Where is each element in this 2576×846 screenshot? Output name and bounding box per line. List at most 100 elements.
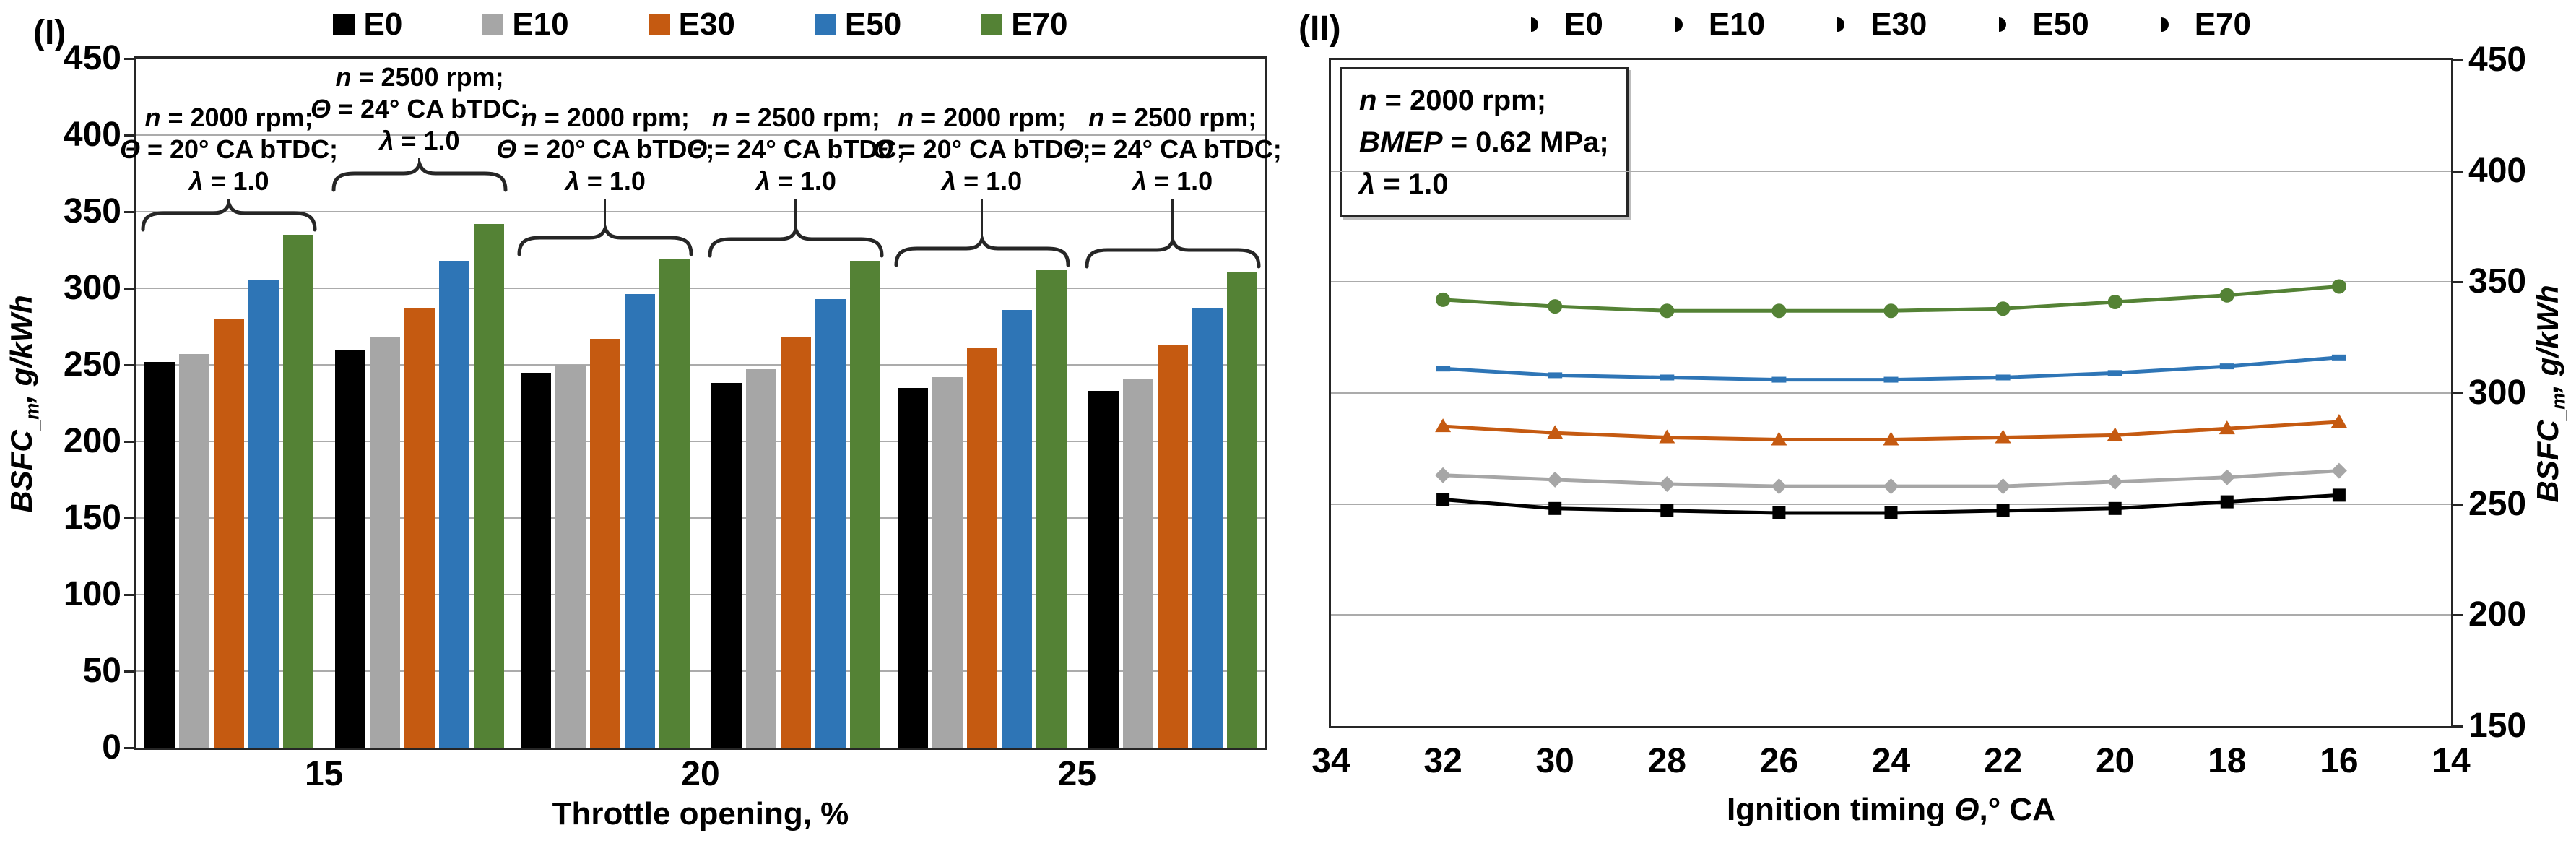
legend-label: E30 (1870, 7, 1927, 42)
panel-label-left: (I) (33, 14, 66, 52)
y-tick-label: 350 (63, 192, 121, 230)
y-title-var: BSFC (4, 430, 38, 513)
note-line: λ = 1.0 (1359, 168, 1449, 200)
legend-swatch-E70 (981, 14, 1003, 35)
group-brace (331, 158, 508, 192)
series-line-E50 (1442, 355, 2340, 382)
line-chart-plot-area: n = 2000 rpm; BMEP = 0.62 MPa; λ = 1.0 (1329, 58, 2453, 728)
#A6A6A6 (1675, 17, 1683, 32)
series-marker-E30 (1771, 431, 1787, 446)
annotation-line: Θ = 20° CA bTDC; (496, 134, 715, 164)
gridline (136, 134, 1265, 136)
legend-label: E50 (2032, 7, 2089, 42)
annotation-line: n = 2000 rpm; (521, 103, 690, 132)
series-marker-E30 (2219, 420, 2235, 435)
legend-marker-E70 (2161, 17, 2169, 32)
y-tick-mark (124, 134, 134, 137)
y-tick-mark (2453, 59, 2463, 61)
series-marker-E50 (1436, 366, 1451, 372)
legend-swatch-E50 (814, 14, 836, 35)
y-tick-label: 200 (63, 422, 121, 460)
bar-E10 (370, 337, 400, 748)
legend-label: E70 (2194, 7, 2251, 42)
series-marker-E10 (1883, 478, 1899, 495)
annotation-line: Θ = 24° CA bTDC; (310, 94, 529, 124)
series-marker-E50 (2107, 370, 2122, 376)
y-tick-mark (124, 670, 134, 673)
gridline (1331, 614, 2451, 616)
series-marker-E70 (1548, 299, 1563, 314)
bar-E70 (659, 259, 690, 748)
series-marker-E10 (1659, 476, 1675, 493)
legend-marker-E30 (1837, 17, 1845, 32)
series-marker-E10 (2219, 469, 2235, 485)
y-tick-mark (124, 58, 134, 60)
series-marker-E70 (1436, 292, 1451, 307)
legend-item-E10: E10 (482, 7, 569, 43)
y-tick-label: 100 (63, 575, 121, 613)
group-brace (894, 233, 1070, 267)
legend-swatch-E0 (333, 14, 355, 35)
y-tick-label: 350 (2468, 262, 2527, 301)
series-marker-E30 (2330, 413, 2347, 428)
annotation-line: n = 2500 rpm; (711, 103, 880, 132)
x-tick-label: 22 (1983, 742, 2023, 780)
annotation-stem (604, 199, 607, 227)
legend-marker-E50 (1999, 17, 2007, 32)
line-chart-y-title: BSFC_m, g/kWh (2531, 61, 2574, 727)
series-marker-E0 (1884, 506, 1898, 519)
bar-E30 (966, 348, 997, 748)
bar-E10 (746, 369, 777, 748)
series-marker-E70 (2107, 294, 2122, 309)
y-tick-mark (2453, 725, 2463, 728)
series-marker-E70 (2219, 288, 2234, 303)
series-marker-E70 (1995, 301, 2011, 316)
series-marker-E50 (1771, 376, 1787, 383)
bar-E50 (625, 294, 656, 748)
gridline (136, 594, 1265, 595)
y-tick-mark (2453, 281, 2463, 284)
series-marker-E30 (2107, 427, 2123, 441)
x-tick-label: 26 (1759, 742, 1799, 780)
gridline (1331, 503, 2451, 505)
annotation-line: n = 2500 rpm; (335, 62, 504, 92)
annotation-line: Θ = 24° CA bTDC; (687, 134, 906, 164)
series-marker-E0 (1660, 504, 1674, 517)
legend-label: E0 (363, 7, 403, 42)
condition-annotation: n = 2000 rpm; Θ = 20° CA bTDC; λ = 1.0 (454, 102, 757, 197)
bar-E10 (932, 376, 963, 748)
y-tick-mark (124, 288, 134, 290)
annotation-stem (1171, 199, 1174, 239)
gridline (136, 288, 1265, 289)
legend-swatch-E10 (482, 14, 504, 35)
x-tick-label: 18 (2208, 742, 2247, 780)
bar-E10 (1122, 379, 1153, 748)
line-chart-x-title: Ignition timing Θ,° CA (1329, 792, 2453, 828)
y-tick-label: 450 (2468, 40, 2527, 79)
y-tick-label: 450 (63, 39, 121, 77)
gridline (136, 364, 1265, 366)
annotation-line: n = 2500 rpm; (1088, 103, 1257, 132)
legend-line-chart: E0 E10 E30 E50 E70 (1329, 4, 2453, 45)
legend-marker-E10 (1675, 17, 1683, 32)
x-title-theta: Θ (1954, 792, 1979, 827)
annotation-line: Θ = 20° CA bTDC; (872, 134, 1091, 164)
series-marker-E0 (2332, 488, 2346, 502)
group-brace (141, 198, 317, 232)
series-marker-E50 (1548, 372, 1563, 379)
bar-E70 (283, 234, 313, 748)
x-category-label: 25 (1057, 755, 1097, 793)
bar-E0 (521, 372, 552, 748)
#000000 (1530, 17, 1538, 32)
legend-label: E0 (1564, 7, 1603, 42)
series-marker-E0 (2220, 495, 2234, 509)
y-tick-label: 150 (63, 498, 121, 537)
x-title-prefix: Ignition timing (1726, 792, 1955, 827)
series-marker-E0 (2108, 501, 2122, 515)
bar-E30 (404, 308, 435, 748)
series-marker-E50 (1883, 376, 1899, 383)
series-marker-E30 (1547, 425, 1564, 439)
y-tick-label: 250 (2468, 484, 2527, 523)
annotation-stem (980, 199, 983, 238)
legend-item-E10: E10 (1675, 7, 1765, 43)
